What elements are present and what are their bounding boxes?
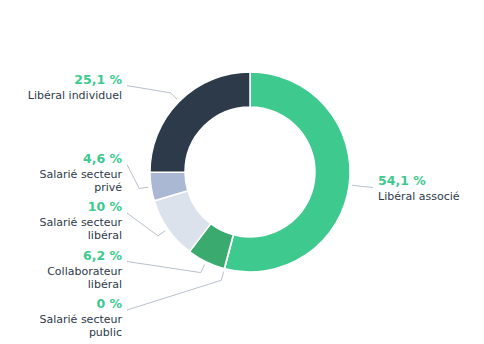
slice [150, 172, 188, 201]
leader-line [352, 185, 373, 187]
slice [150, 72, 250, 172]
labels: 54,1 %Libéral associé0 %Salarié secteurp… [28, 72, 460, 339]
pct-label: 54,1 % [378, 173, 426, 188]
pct-label: 6,2 % [83, 248, 122, 263]
category-label-line: Libéral individuel [28, 89, 122, 102]
category-label-line: libéral [88, 278, 122, 291]
pct-label: 4,6 % [83, 151, 122, 166]
leader-line [127, 272, 224, 310]
category-label: Salarié secteurlibéral [40, 216, 123, 242]
category-label-line: Libéral associé [378, 190, 460, 203]
chart-container: 54,1 %Libéral associé0 %Salarié secteurp… [0, 0, 484, 344]
leader-line [127, 86, 177, 100]
pct-label: 0 % [96, 296, 122, 311]
slice [154, 191, 210, 252]
category-label: Salarié secteurpublic [40, 313, 123, 339]
category-label-line: privé [94, 181, 122, 194]
leader-line [127, 213, 165, 236]
category-label: Libéral individuel [28, 89, 122, 102]
category-label: Libéral associé [378, 190, 460, 203]
leader-line [127, 262, 205, 273]
category-label-line: Salarié secteur [40, 313, 123, 326]
leader-line [127, 165, 148, 189]
slices [150, 72, 350, 272]
category-label-line: Salarié secteur [40, 168, 123, 181]
pct-label: 25,1 % [74, 72, 122, 87]
category-label-line: Salarié secteur [40, 216, 123, 229]
category-label-line: Collaborateur [47, 265, 122, 278]
pct-label: 10 % [88, 199, 123, 214]
category-label: Salarié secteurprivé [40, 168, 123, 194]
category-label-line: public [89, 326, 122, 339]
category-label-line: libéral [88, 229, 122, 242]
chart: 54,1 %Libéral associé0 %Salarié secteurp… [0, 0, 484, 344]
leader-lines [127, 86, 373, 310]
category-label: Collaborateurlibéral [47, 265, 122, 291]
